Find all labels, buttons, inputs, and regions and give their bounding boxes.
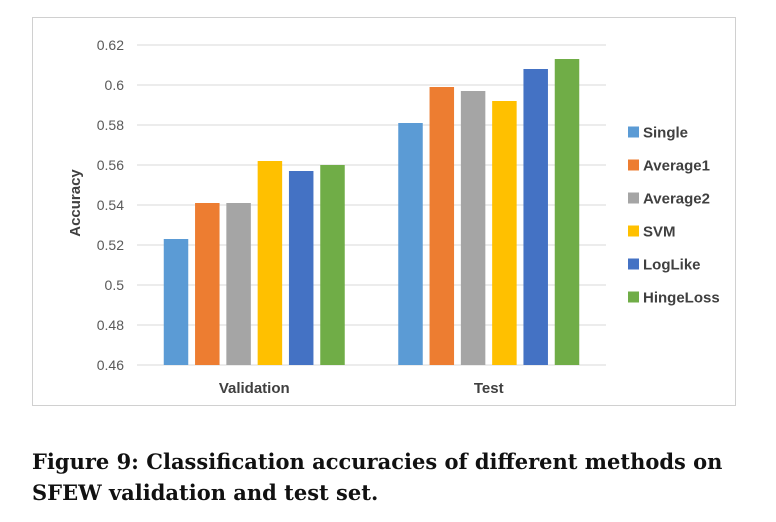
y-tick-label: 0.46 — [97, 357, 124, 373]
legend-swatch-svm — [628, 225, 639, 237]
bar-svm-test — [492, 101, 517, 365]
figure-caption: Figure 9: Classification accuracies of d… — [32, 449, 723, 505]
y-tick-label: 0.54 — [97, 197, 124, 213]
bar-average1-validation — [195, 203, 220, 365]
legend-label-average2: Average2 — [643, 191, 710, 208]
bar-loglike-test — [523, 69, 548, 365]
y-tick-label: 0.52 — [97, 237, 124, 253]
chart-frame: 0.62 0.6 0.58 0.56 0.54 0.52 0.5 0.48 0.46 Valid… — [32, 17, 736, 406]
legend-label-svm: SVM — [643, 224, 676, 241]
y-tick-label: 0.6 — [105, 77, 125, 93]
bar-single-validation — [163, 239, 189, 365]
legend-label-single: Single — [643, 125, 688, 142]
bar-hingeloss-test — [554, 59, 580, 365]
y-tick-label: 0.56 — [97, 157, 124, 173]
legend-swatch-loglike — [628, 258, 639, 270]
legend-label-loglike: LogLike — [643, 257, 701, 274]
y-tick-label: 0.58 — [97, 117, 124, 133]
y-tick-label: 0.62 — [97, 37, 124, 53]
bar-svm-validation — [257, 161, 283, 365]
y-axis-title: Accuracy — [67, 169, 84, 237]
x-category-label: Test — [474, 380, 504, 397]
bar-average1-test — [429, 87, 455, 365]
y-axis-ticks: 0.62 0.6 0.58 0.56 0.54 0.52 0.5 0.48 0.46 — [97, 37, 124, 373]
bar-chart: 0.62 0.6 0.58 0.56 0.54 0.52 0.5 0.48 0.46 Valid… — [67, 37, 720, 397]
bar-loglike-validation — [288, 171, 314, 365]
legend-swatch-average2 — [628, 192, 639, 204]
bar-average2-test — [460, 91, 486, 365]
legend-swatch-average1 — [628, 159, 639, 171]
y-tick-label: 0.5 — [105, 277, 125, 293]
x-axis-categories: Validation Test — [219, 380, 504, 397]
legend-swatch-hingeloss — [628, 291, 639, 303]
bars — [163, 59, 580, 365]
bar-average2-validation — [226, 203, 251, 365]
legend: Single Average1 Average2 SVM LogLike HingeLos… — [628, 125, 720, 307]
y-tick-label: 0.48 — [97, 317, 124, 333]
legend-swatch-single — [628, 126, 639, 138]
bar-single-test — [398, 123, 423, 365]
legend-label-average1: Average1 — [643, 158, 710, 175]
x-category-label: Validation — [219, 380, 290, 397]
legend-label-hingeloss: HingeLoss — [643, 290, 720, 307]
bar-hingeloss-validation — [320, 165, 345, 365]
